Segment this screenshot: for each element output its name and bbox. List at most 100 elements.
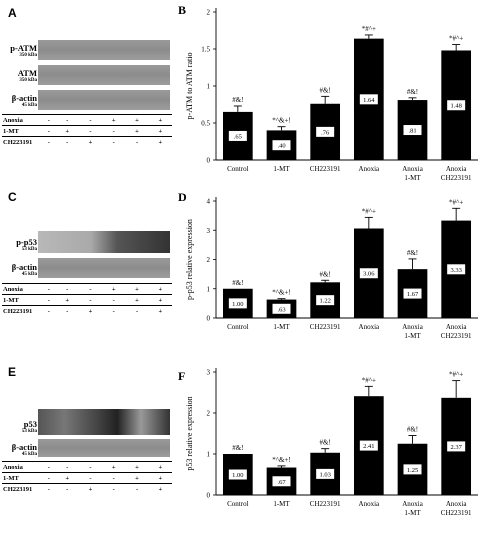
value-label: 1.64 [363, 97, 375, 104]
value-label: 1.00 [232, 301, 243, 308]
y-tick-label: 2 [207, 9, 211, 17]
blot-label-text: β-actin [11, 93, 37, 103]
blot-label-p-atm: p-ATM 350 kDa [2, 44, 37, 59]
value-label-box [403, 125, 422, 136]
treatment-table: Anoxia - - - + + + 1-MT - + - - + + CH22… [2, 283, 172, 316]
significance-label: #&! [320, 270, 331, 278]
blot-mw: 350 kDa [19, 78, 37, 83]
blot-label-text: ATM [17, 68, 37, 78]
treatment-sign: + [125, 283, 149, 295]
treatment-sign: + [148, 125, 172, 137]
y-tick-label: 0 [207, 315, 211, 323]
significance-label: #&! [407, 249, 418, 257]
panel-letter: F [178, 369, 185, 383]
x-tick-label: CH223191 [441, 332, 472, 340]
x-tick-label: CH223191 [310, 165, 341, 173]
treatment-sign: + [148, 136, 172, 147]
value-label: 2.41 [363, 443, 374, 450]
x-tick-label: Anoxia [446, 323, 468, 331]
significance-label: *#^+ [449, 35, 463, 43]
value-label-box [228, 130, 247, 141]
value-label: .67 [277, 479, 286, 486]
value-label-box [403, 464, 422, 475]
significance-label: #&! [407, 88, 418, 96]
treatment-label: CH223191 [2, 136, 42, 147]
value-label-box [228, 298, 247, 309]
treatment-sign: + [148, 472, 172, 484]
value-label-box [272, 140, 291, 151]
treatment-sign: + [102, 283, 126, 295]
treatment-label: Anoxia [2, 114, 42, 126]
blot-label-beta-actin: β-actin 45 kDa [2, 263, 37, 278]
treatment-sign: - [42, 114, 56, 126]
panel-letter-a: A [8, 6, 17, 20]
significance-label: #&! [407, 426, 418, 434]
significance-label: *#^+ [362, 25, 376, 33]
bar-chart-f: F 0 1 2 3 p53 relative expression 1.00 #&! Contr… [178, 368, 478, 517]
blot-mw: 350 kDa [19, 53, 37, 58]
y-tick-label: 1 [207, 451, 211, 459]
y-tick-label: 1.5 [201, 46, 210, 54]
value-label: 1.25 [407, 467, 418, 474]
y-axis-label: p-p53 relative expression [185, 219, 194, 300]
panel-letter: D [178, 190, 187, 204]
y-axis-label: p-ATM to ATM ratio [185, 53, 194, 120]
y-tick-label: 3 [207, 369, 211, 377]
x-tick-label: Anoxia [402, 323, 424, 331]
value-label-box [447, 264, 466, 275]
treatment-row: CH223191 - - + - - + [2, 305, 172, 316]
blot-label-p-p53: p-p53 53 kDa [2, 238, 37, 253]
value-label-box [447, 100, 466, 111]
treatment-sign: - [55, 283, 79, 295]
treatment-label: 1-MT [2, 294, 42, 306]
treatment-sign: - [55, 136, 79, 147]
treatment-row: 1-MT - + - - + + [2, 472, 172, 484]
blot-band-p53 [38, 409, 170, 435]
x-tick-label: 1-MT [273, 165, 290, 173]
treatment-sign: + [78, 483, 103, 494]
panel-letter-c: C [8, 190, 17, 204]
treatment-sign: - [55, 114, 79, 126]
treatment-sign: + [102, 114, 126, 126]
treatment-sign: + [148, 483, 172, 494]
blot-label-beta-actin: β-actin 45 kDa [2, 94, 37, 109]
x-tick-label: 1-MT [404, 174, 421, 182]
value-label-box [447, 441, 466, 452]
blot-band-p-atm [38, 40, 170, 60]
panel-letter-e: E [8, 365, 17, 379]
significance-label: *#^+ [449, 371, 463, 379]
treatment-label: 1-MT [2, 472, 42, 484]
value-label: .65 [234, 133, 242, 140]
treatment-sign: + [78, 305, 103, 316]
blot-label-text: p-p53 [16, 237, 37, 247]
treatment-sign: + [78, 136, 103, 147]
value-label-box [359, 440, 378, 451]
blot-label-beta-actin: β-actin 45 kDa [2, 443, 37, 458]
value-label-box [316, 126, 335, 137]
treatment-sign: - [42, 283, 56, 295]
treatment-sign: + [55, 472, 79, 484]
treatment-sign: - [42, 136, 56, 147]
treatment-sign: + [148, 283, 172, 295]
significance-label: *#^+ [362, 207, 376, 215]
treatment-sign: - [78, 472, 103, 484]
x-tick-label: Anoxia [359, 500, 381, 508]
significance-label: #&! [320, 439, 331, 447]
significance-label: #&! [232, 279, 243, 287]
treatment-sign: + [148, 305, 172, 316]
x-tick-label: Anoxia [402, 165, 424, 173]
treatment-sign: + [148, 461, 172, 473]
treatment-sign: + [55, 294, 79, 306]
blot-label-text: p53 [23, 419, 37, 429]
treatment-sign: - [102, 136, 126, 147]
treatment-sign: - [42, 294, 56, 306]
blot-label-text: p-ATM [10, 43, 37, 53]
treatment-label: CH223191 [2, 305, 42, 316]
significance-label: #&! [232, 444, 243, 452]
treatment-sign: + [125, 125, 149, 137]
blot-mw: 45 kDa [21, 103, 37, 108]
value-label-box [359, 94, 378, 105]
treatment-sign: - [78, 283, 103, 295]
x-tick-label: Anoxia [402, 500, 424, 508]
treatment-label: Anoxia [2, 461, 42, 473]
